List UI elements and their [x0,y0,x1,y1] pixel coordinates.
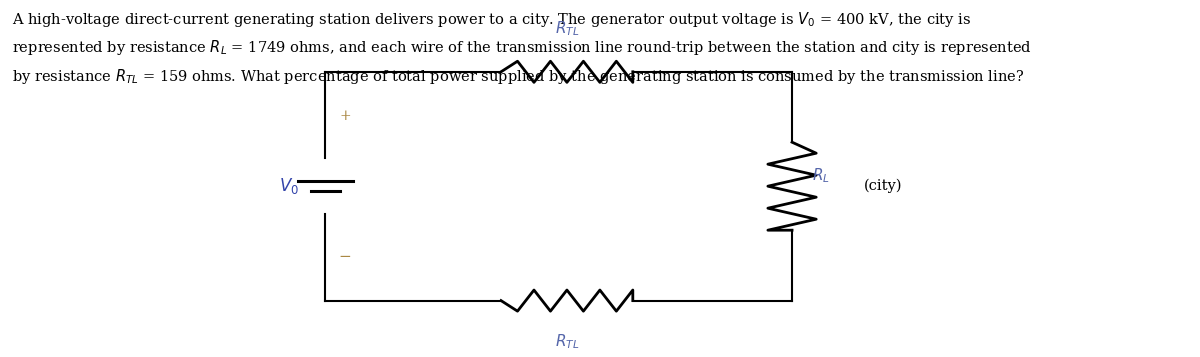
Text: $R_{TL}$: $R_{TL}$ [554,332,580,351]
Text: $R_L$: $R_L$ [812,166,829,185]
Text: $V_0$: $V_0$ [280,176,299,196]
Text: (city): (city) [864,179,902,193]
Text: $R_{TL}$: $R_{TL}$ [554,20,580,38]
Text: by resistance $R_{TL}$ = 159 ohms. What percentage of total power supplied by th: by resistance $R_{TL}$ = 159 ohms. What … [12,66,1025,86]
Text: represented by resistance $R_L$ = 1749 ohms, and each wire of the transmission l: represented by resistance $R_L$ = 1749 o… [12,38,1032,57]
Text: −: − [338,250,352,263]
Text: +: + [340,109,350,123]
Text: A high-voltage direct-current generating station delivers power to a city. The g: A high-voltage direct-current generating… [12,10,972,29]
